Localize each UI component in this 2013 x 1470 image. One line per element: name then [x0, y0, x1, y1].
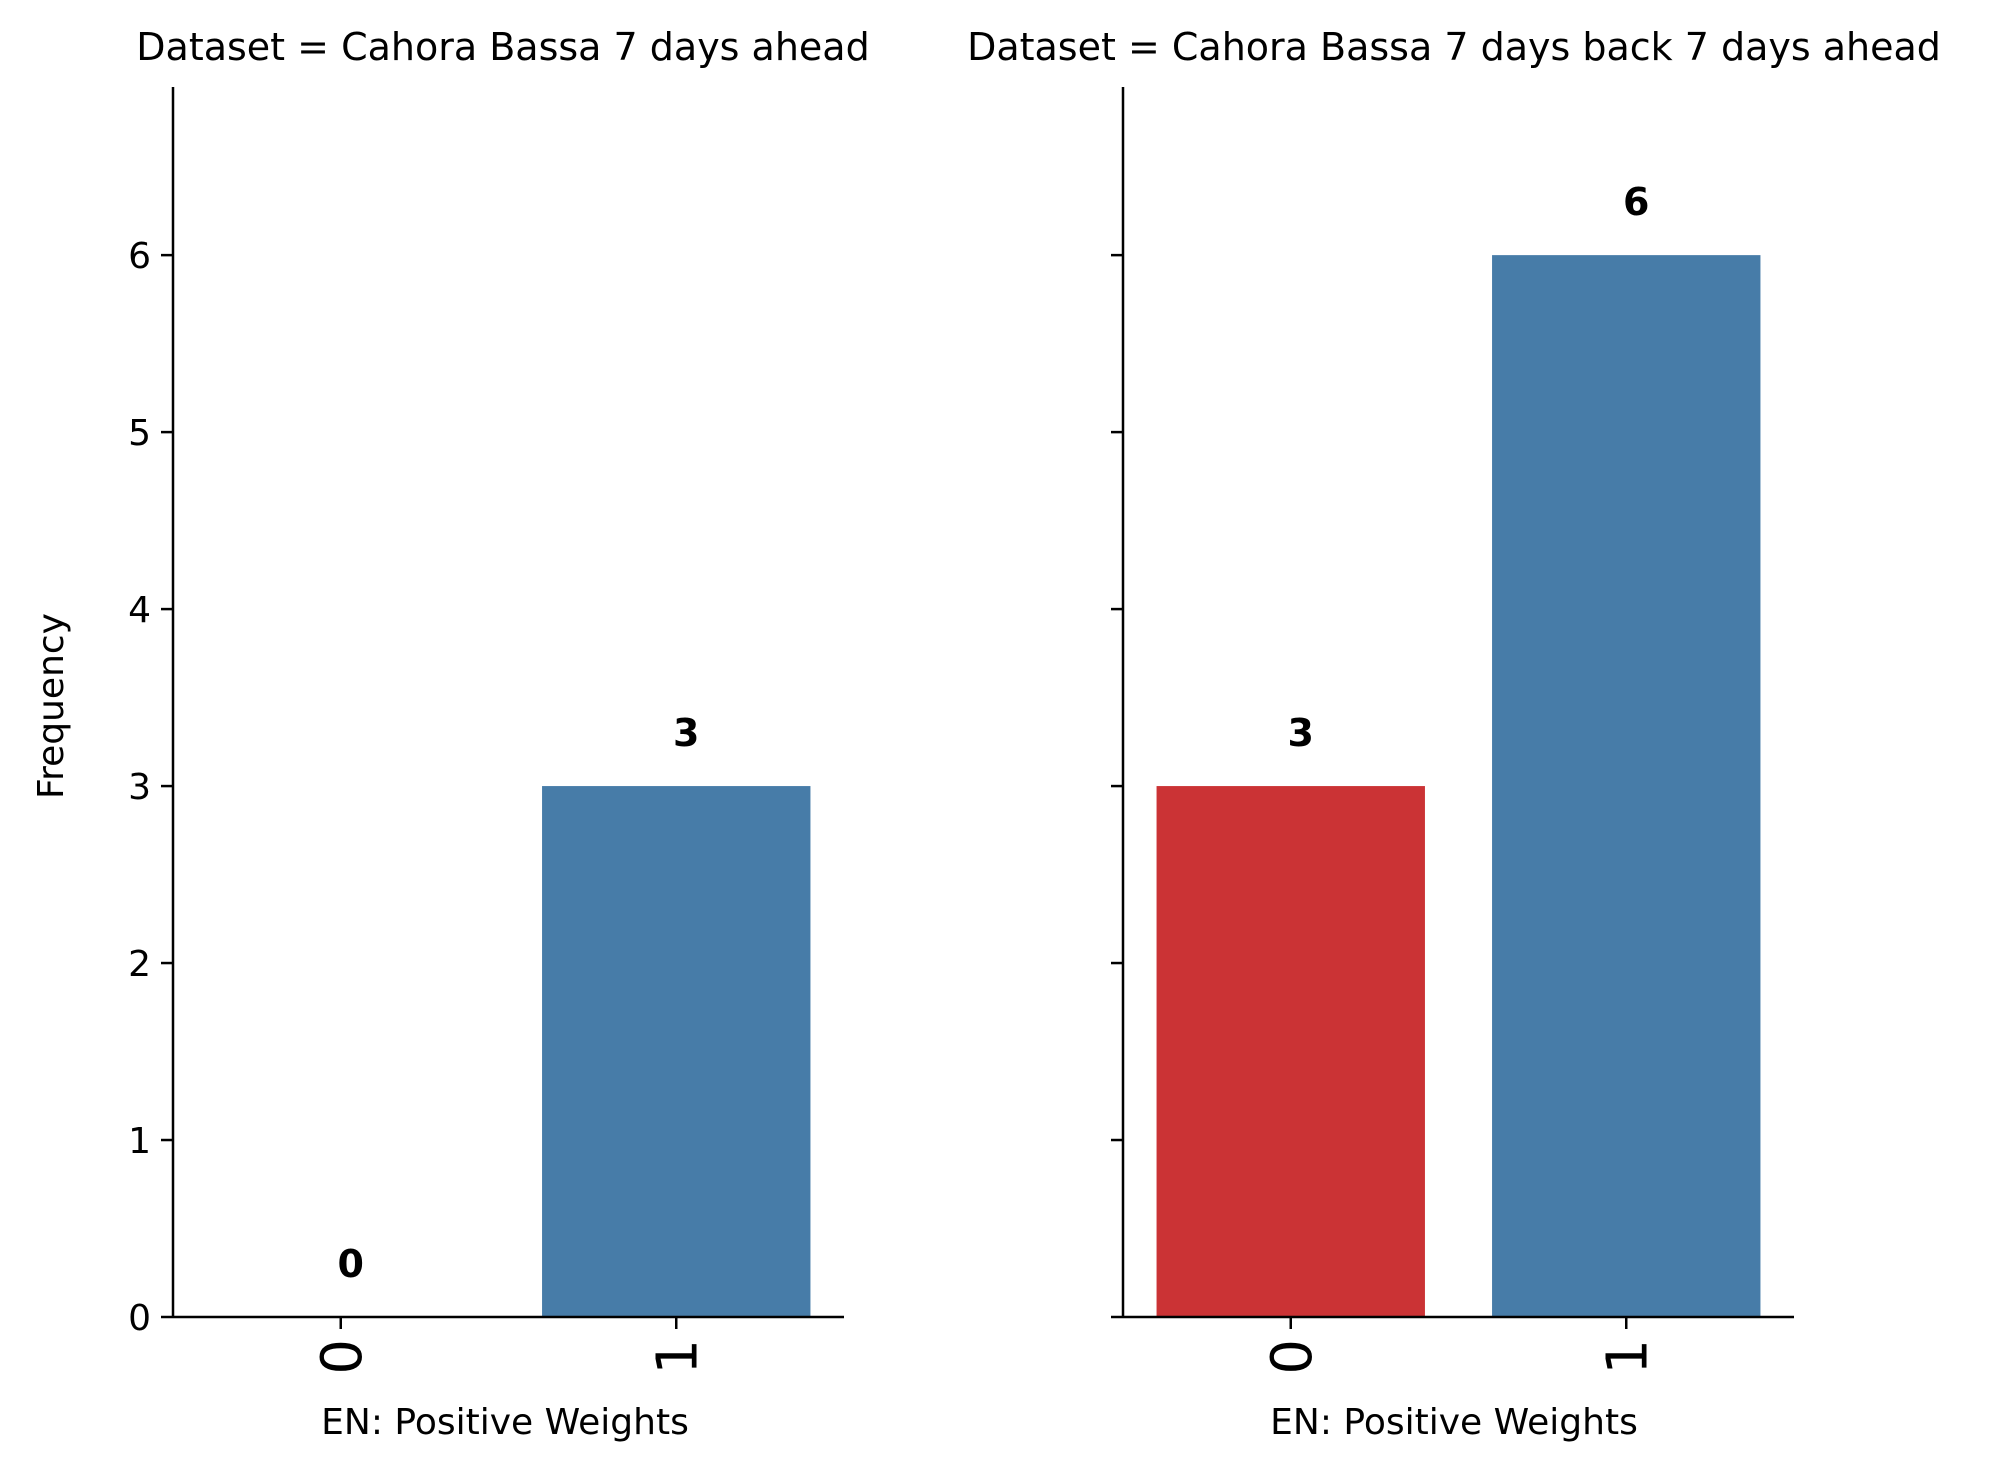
panel-cahora-bassa-7-days-back-7-days-ahead: Dataset = Cahora Bassa 7 days back 7 day…	[967, 25, 1941, 1443]
bars: 03	[338, 711, 811, 1317]
x-tick-label: 0	[310, 1339, 375, 1375]
bar-0	[1156, 786, 1425, 1317]
bars: 36	[1156, 180, 1761, 1317]
x-tick-label: 1	[1595, 1339, 1660, 1375]
y-ticks: 0 1 2 3 4 5 6	[128, 236, 173, 1339]
y-ticks	[1111, 253, 1123, 1319]
y-tick-label: 5	[128, 413, 151, 454]
y-tick-label: 1	[128, 1121, 151, 1162]
y-tick-label: 6	[128, 236, 151, 277]
panel-cahora-bassa-7-days-ahead: Dataset = Cahora Bassa 7 days ahead Freq…	[31, 25, 870, 1443]
x-tick-label: 0	[1260, 1339, 1325, 1375]
y-axis-label: Frequency	[31, 613, 72, 799]
y-tick-label: 0	[128, 1298, 151, 1339]
x-axis-label: EN: Positive Weights	[1270, 1402, 1638, 1443]
bar-value-label: 3	[1288, 711, 1314, 755]
bar-value-label: 0	[338, 1242, 364, 1286]
bar-1	[542, 786, 811, 1317]
panel-title: Dataset = Cahora Bassa 7 days back 7 day…	[967, 25, 1941, 69]
x-axis-label: EN: Positive Weights	[321, 1402, 689, 1443]
panel-title: Dataset = Cahora Bassa 7 days ahead	[136, 25, 869, 69]
bar-value-label: 3	[673, 711, 699, 755]
bar-value-label: 6	[1623, 180, 1649, 224]
y-tick-label: 3	[128, 767, 151, 808]
y-tick-label: 2	[128, 944, 151, 985]
x-tick-label: 1	[645, 1339, 710, 1375]
bar-1	[1492, 255, 1761, 1317]
y-tick-label: 4	[128, 590, 151, 631]
